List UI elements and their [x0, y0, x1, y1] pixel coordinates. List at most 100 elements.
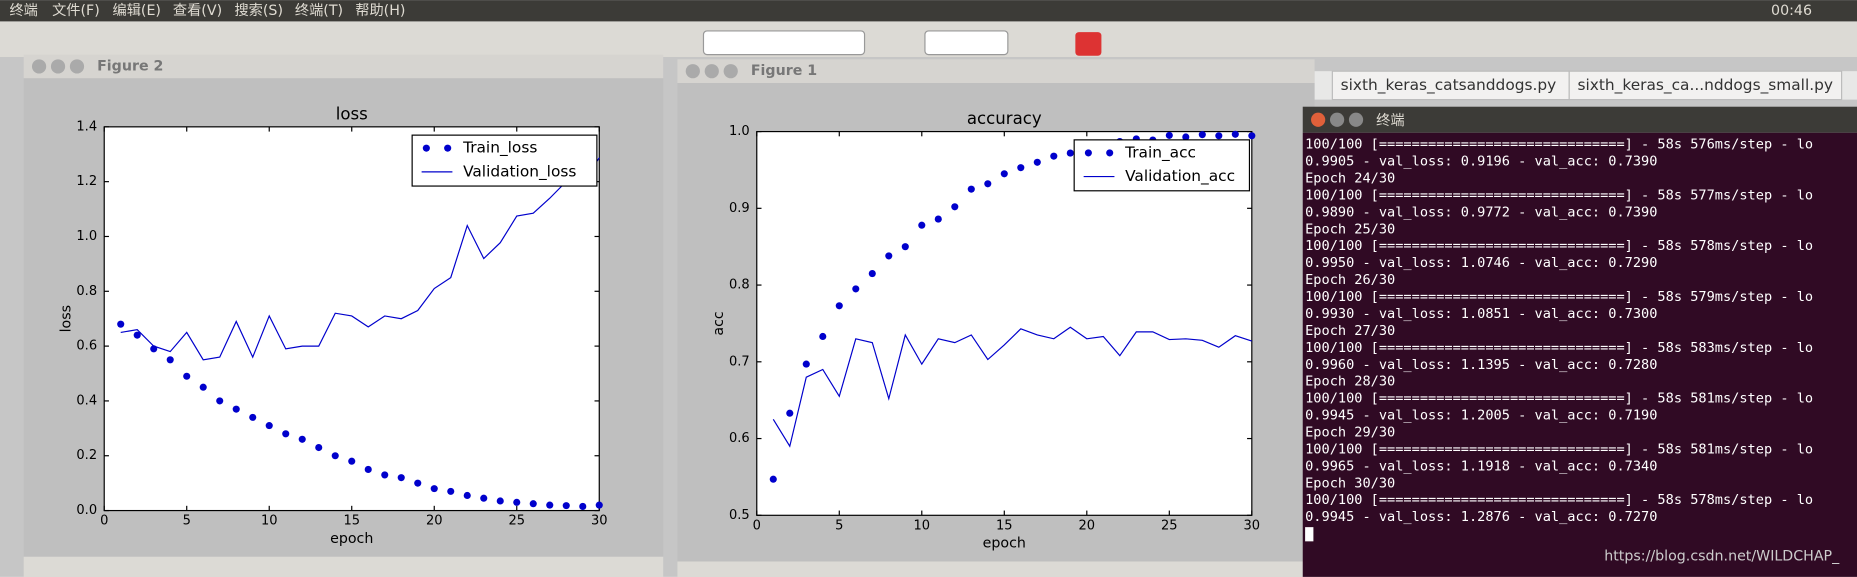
legend-marker: [1106, 149, 1114, 157]
data-point: [331, 452, 339, 460]
x-tick-label: 10: [914, 518, 931, 533]
terminal-line: 0.9905 - val_loss: 0.9196 - val_acc: 0.7…: [1305, 154, 1657, 170]
tab[interactable]: [1331, 70, 1570, 101]
terminal-line: 100/100 [==============================]…: [1305, 238, 1813, 254]
terminal-line: Epoch 28/30: [1305, 374, 1395, 390]
window-title-bar: [1302, 106, 1857, 133]
data-point: [967, 185, 975, 193]
data-point: [1033, 158, 1041, 166]
terminal-line: 0.9890 - val_loss: 0.9772 - val_acc: 0.7…: [1305, 204, 1657, 220]
watermark: https://blog.csdn.net/WILDCHAP_: [1604, 549, 1840, 565]
data-point: [133, 331, 141, 339]
legend-label: Validation_acc: [1125, 167, 1235, 186]
legend-label: Train_acc: [1124, 143, 1196, 162]
y-tick-label: 0.7: [729, 354, 750, 369]
maximize-button[interactable]: [1348, 112, 1364, 127]
close-button[interactable]: [1311, 112, 1326, 127]
tab[interactable]: [1568, 70, 1843, 101]
terminal-line: 100/100 [==============================]…: [1305, 340, 1813, 356]
y-tick-label: 0.2: [76, 448, 97, 463]
data-point: [513, 498, 521, 506]
data-point: [183, 372, 191, 380]
data-point: [216, 397, 224, 405]
menu-item[interactable]: 查看(V): [173, 2, 222, 19]
y-tick-label: 0.4: [76, 393, 97, 408]
menu-item[interactable]: 终端(T): [295, 2, 343, 19]
data-point: [348, 457, 356, 465]
data-point: [529, 500, 537, 508]
minimize-button[interactable]: [1329, 112, 1345, 127]
y-tick-label: 0.6: [76, 339, 97, 354]
data-point: [282, 430, 290, 438]
power-button[interactable]: [1075, 32, 1102, 56]
data-point: [447, 487, 455, 495]
clock: 00:46: [1771, 3, 1812, 19]
y-tick-label: 0.0: [76, 503, 97, 518]
y-tick-label: 0.8: [729, 278, 750, 293]
x-tick-label: 5: [835, 518, 843, 533]
menu-item[interactable]: 文件(F): [52, 2, 100, 19]
data-point: [414, 479, 422, 487]
menu-item[interactable]: 编辑(E): [113, 2, 161, 19]
data-point: [199, 383, 207, 391]
window-title-bar: [23, 54, 664, 79]
data-point: [579, 502, 587, 511]
data-point: [546, 501, 554, 509]
legend: [411, 134, 598, 187]
data-point: [496, 497, 504, 505]
window-title: Figure 2: [97, 58, 163, 74]
maximize-button[interactable]: [723, 64, 738, 79]
terminal-line: 100/100 [==============================]…: [1305, 492, 1813, 508]
tab-title[interactable]: sixth_keras_ca...nddogs_small.py: [1578, 76, 1833, 95]
terminal-line: 100/100 [==============================]…: [1305, 137, 1813, 153]
data-point: [232, 405, 240, 413]
x-tick-label: 25: [508, 514, 525, 529]
data-point: [298, 435, 306, 443]
terminal-line: 0.9945 - val_loss: 1.2876 - val_acc: 0.7…: [1305, 509, 1657, 525]
x-tick-label: 5: [183, 514, 191, 529]
terminal-line: Epoch 30/30: [1305, 475, 1395, 491]
chart-title: loss: [336, 104, 368, 123]
y-tick-label: 0.8: [76, 284, 97, 299]
data-point: [265, 422, 273, 430]
data-point: [769, 475, 777, 483]
data-line: [120, 157, 600, 361]
close-button[interactable]: [31, 59, 47, 74]
menu-item[interactable]: 终端: [9, 2, 37, 19]
legend-marker: [444, 144, 452, 152]
data-point: [885, 252, 893, 260]
window-title: Figure 1: [751, 63, 817, 79]
close-button[interactable]: [685, 64, 700, 79]
x-axis-label: epoch: [983, 536, 1026, 552]
data-point: [1066, 149, 1074, 157]
tab-title[interactable]: sixth_keras_catsanddogs.py: [1341, 76, 1557, 95]
window-title: 终端: [1376, 112, 1404, 129]
y-tick-label: 1.0: [729, 124, 750, 139]
x-tick-label: 30: [1244, 518, 1261, 533]
menu-item[interactable]: 帮助(H): [355, 2, 405, 19]
data-point: [934, 215, 942, 223]
menu-item[interactable]: 搜索(S): [234, 2, 283, 19]
figure-toolbar: [677, 561, 1315, 577]
maximize-button[interactable]: [69, 59, 85, 74]
minimize-button[interactable]: [50, 59, 66, 74]
y-axis-label: acc: [711, 311, 727, 335]
x-tick-label: 15: [343, 514, 360, 529]
terminal-line: 0.9965 - val_loss: 1.1918 - val_acc: 0.7…: [1305, 458, 1657, 474]
data-point: [852, 285, 860, 293]
y-axis-label: loss: [58, 305, 74, 332]
terminal-line: 0.9930 - val_loss: 1.0851 - val_acc: 0.7…: [1305, 306, 1657, 322]
data-point: [786, 409, 794, 417]
x-tick-label: 30: [591, 514, 608, 529]
data-point: [1215, 132, 1223, 140]
search-box[interactable]: [924, 30, 1009, 56]
minimize-button[interactable]: [704, 64, 719, 79]
data-point: [397, 474, 405, 482]
terminal-line: 0.9945 - val_loss: 1.2005 - val_acc: 0.7…: [1305, 408, 1657, 424]
terminal-background: [1302, 132, 1857, 577]
data-point: [381, 471, 389, 479]
search-box[interactable]: [702, 30, 866, 56]
data-point: [595, 501, 603, 509]
data-point: [835, 302, 843, 310]
